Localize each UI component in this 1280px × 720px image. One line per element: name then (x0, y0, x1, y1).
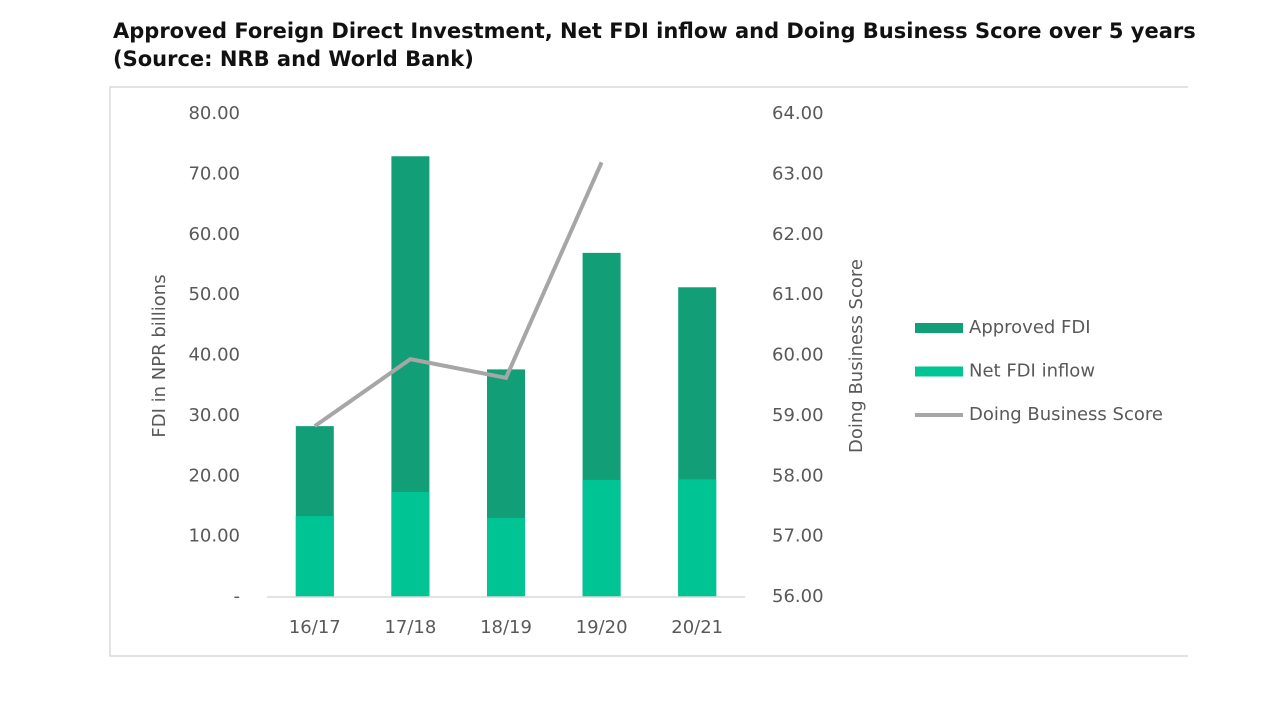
y2-tick-label: 60.00 (772, 345, 824, 366)
x-tick-label: 20/21 (671, 617, 723, 638)
y-tick-label: 80.00 (188, 103, 240, 124)
x-tick-label: 18/19 (480, 617, 532, 638)
y-tick-label: 50.00 (188, 284, 240, 305)
y-axis-title: FDI in NPR billions (149, 274, 170, 437)
y-tick-label: - (234, 586, 241, 607)
y2-tick-label: 56.00 (772, 586, 824, 607)
chart-border (109, 86, 1188, 657)
y-tick-label: 70.00 (188, 163, 240, 184)
y-tick-label: 60.00 (188, 224, 240, 245)
y-tick-label: 20.00 (188, 465, 240, 486)
y2-tick-label: 64.00 (772, 103, 824, 124)
line (313, 161, 604, 428)
legend-label: Approved FDI (969, 317, 1091, 338)
y2-tick-label: 59.00 (772, 405, 824, 426)
x-tick-label: 17/18 (384, 617, 436, 638)
y2-axis-title: Doing Business Score (846, 259, 867, 453)
legend-swatch (915, 323, 963, 333)
bar (487, 517, 525, 597)
y-tick-label: 40.00 (188, 345, 240, 366)
bar (391, 491, 430, 597)
y2-tick-label: 62.00 (772, 224, 824, 245)
y-tick-label: 30.00 (188, 405, 240, 426)
legend-label: Net FDI inflow (969, 361, 1095, 382)
bar (295, 516, 334, 597)
y2-tick-label: 63.00 (772, 163, 824, 184)
y2-tick-label: 61.00 (772, 284, 824, 305)
y2-tick-label: 57.00 (772, 526, 824, 547)
bar (582, 479, 621, 597)
chart-title: Approved Foreign Direct Investment, Net … (113, 19, 1196, 43)
legend-label: Doing Business Score (969, 404, 1163, 425)
x-tick-label: 16/17 (289, 617, 341, 638)
y2-tick-label: 58.00 (772, 465, 824, 486)
bar (678, 479, 717, 597)
x-tick-label: 19/20 (576, 617, 628, 638)
chart-subtitle: (Source: NRB and World Bank) (113, 47, 474, 71)
y-tick-label: 10.00 (188, 526, 240, 547)
legend-swatch (915, 366, 963, 377)
